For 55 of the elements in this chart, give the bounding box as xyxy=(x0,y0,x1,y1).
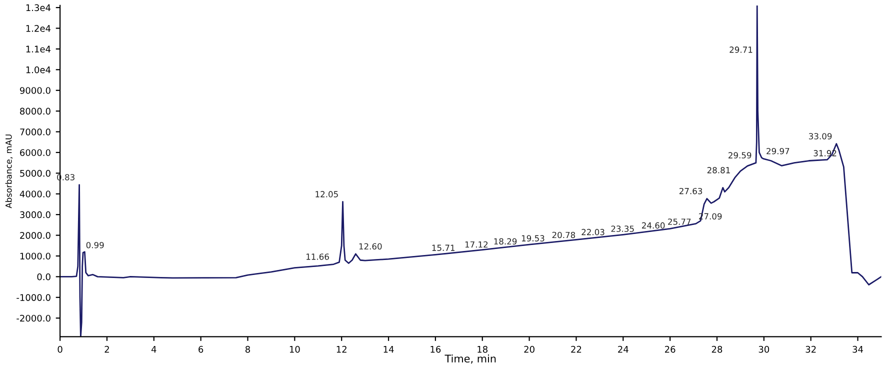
y-tick-label: 1.1e4 xyxy=(26,46,51,53)
y-tick-label: 3000.0 xyxy=(20,211,50,218)
annotation: 11.66 xyxy=(306,254,329,260)
x-tick-label: 12 xyxy=(336,346,346,353)
x-tick-label: 4 xyxy=(151,346,156,353)
annotation: 22.03 xyxy=(582,228,604,236)
annotation: 29.59 xyxy=(728,152,752,158)
x-tick-label: 28 xyxy=(712,346,722,353)
x-tick-label: 10 xyxy=(290,346,300,353)
x-tick-label: 14 xyxy=(384,346,394,353)
y-tick-label: 4000.0 xyxy=(20,190,50,198)
annotation: 12.05 xyxy=(316,191,338,198)
y-tick-label: -2000.0 xyxy=(16,314,50,322)
y-tick-label: 7000.0 xyxy=(20,128,50,136)
x-tick-label: 32 xyxy=(806,346,816,353)
annotation: 17.12 xyxy=(465,241,488,248)
x-tick-label: 30 xyxy=(758,346,770,353)
y-tick-label: 5000.0 xyxy=(20,170,50,177)
annotation: 12.60 xyxy=(359,243,382,250)
annotation: 25.77 xyxy=(668,218,691,225)
y-tick-label: 1.0e4 xyxy=(26,66,51,74)
x-tick-label: 0 xyxy=(58,346,62,353)
y-axis-title: Absorbance, mAU xyxy=(5,134,13,208)
annotation: 15.71 xyxy=(432,244,455,251)
y-tick-label: 0.0 xyxy=(37,273,50,280)
annotation: 23.35 xyxy=(611,226,634,232)
x-tick-label: 16 xyxy=(430,346,441,353)
annotation: 0.99 xyxy=(86,242,104,248)
y-tick-label: 1.3e4 xyxy=(26,4,51,12)
annotation: 27.63 xyxy=(679,188,702,194)
annotation: 33.09 xyxy=(809,133,832,140)
y-tick-label: 1000.0 xyxy=(20,252,50,260)
x-tick-label: 34 xyxy=(852,346,864,353)
annotation: 24.60 xyxy=(642,222,665,229)
annotation: 18.29 xyxy=(494,238,517,245)
y-tick-label: 8000.0 xyxy=(20,108,50,115)
x-tick-label: 22 xyxy=(571,346,582,353)
y-tick-label: 6000.0 xyxy=(20,149,50,156)
x-tick-label: 26 xyxy=(664,346,676,353)
x-tick-label: 24 xyxy=(618,346,628,353)
x-tick-label: 2 xyxy=(104,346,109,353)
annotation: 29.97 xyxy=(766,148,790,154)
annotation: 20.78 xyxy=(552,232,576,238)
annotation: 29.71 xyxy=(730,46,752,53)
x-tick-label: 6 xyxy=(198,346,204,353)
y-tick-label: 9000.0 xyxy=(20,87,50,94)
x-axis-title: Time, min xyxy=(444,354,496,364)
x-tick-label: 18 xyxy=(478,346,488,353)
y-tick-label: 2000.0 xyxy=(20,232,50,239)
annotation: 28.81 xyxy=(707,167,730,174)
x-tick-label: 20 xyxy=(524,346,534,353)
annotation: 19.53 xyxy=(522,235,544,242)
y-tick-label: 1.2e4 xyxy=(26,24,51,32)
x-tick-label: 8 xyxy=(245,346,250,353)
y-tick-label: -1000.0 xyxy=(16,294,50,301)
